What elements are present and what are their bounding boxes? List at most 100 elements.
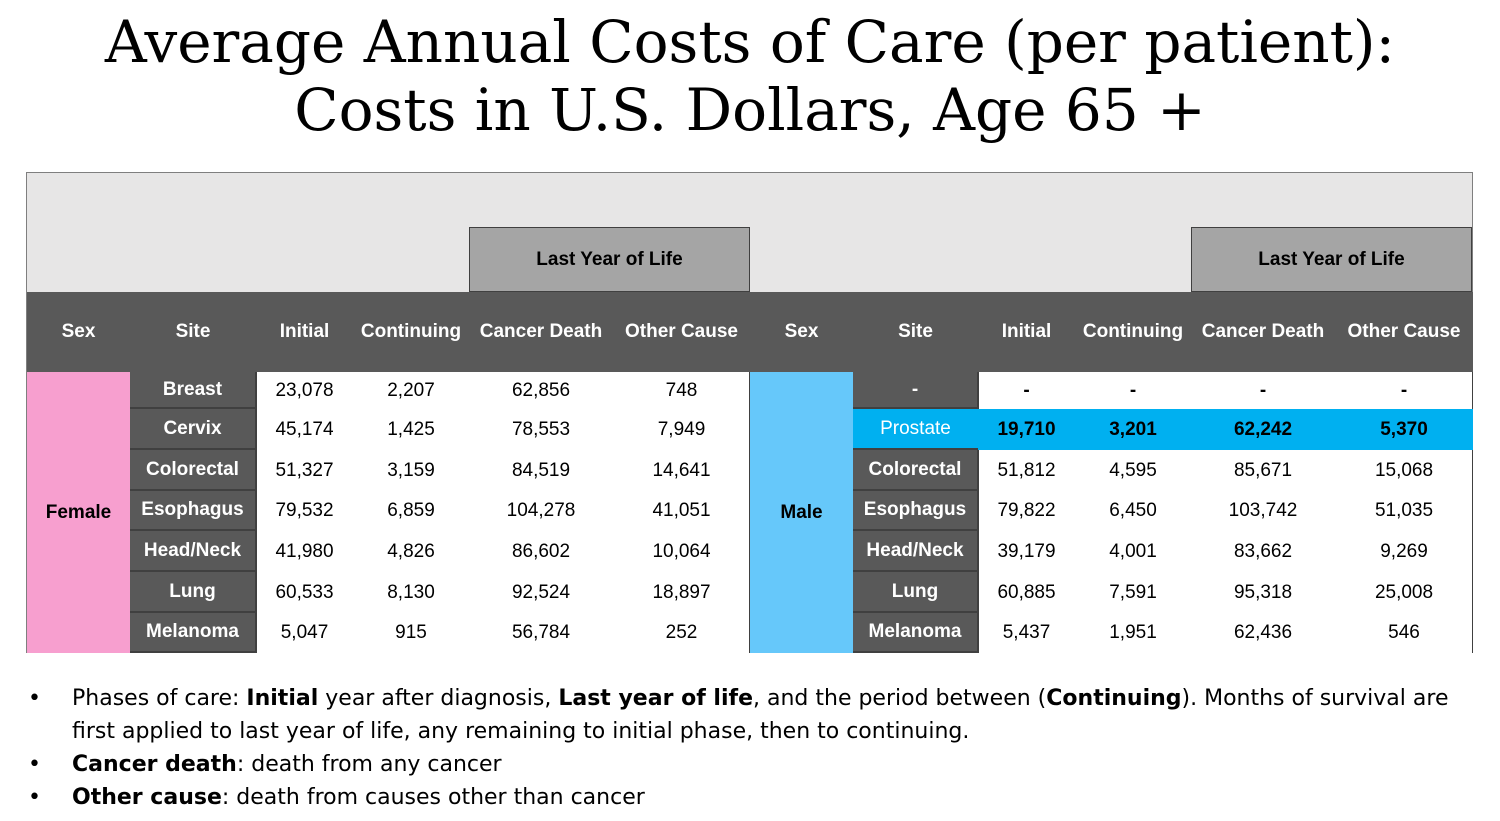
site-cell-female: Melanoma [130,613,256,653]
value-initial-female: 60,533 [275,581,334,603]
note-text: , and the period between ( [753,686,1047,711]
note-text: : death from causes other than cancer [221,785,645,810]
note-text: ). Months of survival are first applied … [72,686,1449,744]
header-site-female: Site [130,292,256,372]
value-cancer-death-female: 78,553 [511,418,571,440]
group-header-last-year-male: Last Year of Life [1191,227,1472,292]
value-cancer-death-male: 62,436 [1233,622,1293,643]
value-cancer-death-male: 83,662 [1233,540,1293,562]
header-sex-male: Sex [750,292,853,372]
value-initial-male: 5,437 [1002,622,1051,643]
value-other-cause-male: 25,008 [1374,581,1434,603]
value-initial-female: 41,980 [275,540,334,562]
note-term-continuing: Continuing [1046,686,1182,711]
value-other-cause-female: 18,897 [652,581,711,603]
notes-list: • Phases of care: Initial year after dia… [26,682,1486,814]
value-continuing-male: 4,595 [1109,459,1157,481]
value-cancer-death-male: 95,318 [1233,581,1293,603]
note-term-cancer-death: Cancer death [72,752,237,777]
value-continuing-male: 6,450 [1109,500,1157,521]
site-cell-female: Head/Neck [130,531,256,572]
note-term-initial: Initial [246,686,319,711]
site-cell-male: Esophagus [853,491,978,531]
value-cancer-death-female: 84,519 [511,459,571,481]
value-other-cause-female: 7,949 [657,418,706,440]
value-continuing-female: 2,207 [387,379,435,401]
value-continuing-male: 1,951 [1109,622,1157,643]
header-continuing-female: Continuing [353,292,469,372]
header-continuing-male: Continuing [1075,292,1191,372]
value-other-cause-female: 10,064 [652,540,711,562]
value-continuing-female: 3,159 [387,459,435,481]
site-cell-female: Lung [130,572,256,613]
header-initial-male: Initial [978,292,1075,372]
title-line-2: Costs in U.S. Dollars, Age 65 + [294,76,1206,144]
bullet-icon: • [28,686,41,711]
title-line-1: Average Annual Costs of Care (per patien… [104,8,1396,76]
value-initial-male: - [1023,379,1030,401]
value-cancer-death-male: 85,671 [1233,459,1293,481]
value-initial-male: 51,812 [997,459,1056,481]
value-other-cause-male: 546 [1388,622,1420,643]
value-initial-female: 45,174 [275,418,334,440]
value-other-cause-male: 9,269 [1380,540,1428,562]
value-initial-male: 19,710 [978,409,1075,450]
slide-title: Average Annual Costs of Care (per patien… [0,8,1500,144]
value-other-cause-female: 252 [665,622,698,643]
site-cell-male: Head/Neck [853,531,978,572]
bullet-icon: • [28,752,41,777]
value-cancer-death-female: 56,784 [511,622,571,643]
value-continuing-male: 3,201 [1075,409,1191,450]
value-initial-female: 51,327 [275,459,334,481]
site-cell-female: Esophagus [130,491,256,531]
sex-cell-female: Female [27,372,130,653]
value-cancer-death-female: 86,602 [511,540,571,562]
value-cancer-death-male: - [1259,379,1267,401]
value-initial-male: 39,179 [997,540,1056,562]
value-initial-female: 23,078 [275,379,334,401]
value-initial-male: 79,822 [997,500,1056,521]
site-cell-male: Colorectal [853,450,978,491]
value-other-cause-male: 5,370 [1335,409,1473,450]
header-cancer-death-female: Cancer Death [469,292,613,372]
note-other-cause: • Other cause: death from causes other t… [26,781,1486,814]
value-initial-female: 79,532 [275,500,334,521]
value-other-cause-female: 748 [665,379,698,401]
note-text: : death from any cancer [236,752,502,777]
note-text: Phases of care: [72,686,247,711]
value-continuing-female: 915 [395,622,427,643]
bullet-icon: • [28,785,41,810]
value-continuing-female: 1,425 [387,418,435,440]
value-continuing-female: 6,859 [387,500,435,521]
sex-cell-male: Male [750,372,853,653]
note-phases: • Phases of care: Initial year after dia… [26,682,1486,748]
note-term-other-cause: Other cause [72,785,222,810]
value-other-cause-female: 14,641 [652,459,711,481]
site-cell-female: Colorectal [130,450,256,491]
site-cell-male: Melanoma [853,613,978,653]
header-sex-female: Sex [27,292,130,372]
site-cell-female: Cervix [130,409,256,450]
value-cancer-death-female: 62,856 [511,379,571,401]
value-initial-male: 60,885 [997,581,1056,603]
value-continuing-female: 4,826 [387,540,435,562]
note-cancer-death: • Cancer death: death from any cancer [26,748,1486,781]
value-cancer-death-female: 104,278 [506,500,576,521]
site-cell-male: Prostate [853,409,978,450]
value-cancer-death-male: 62,242 [1191,409,1335,450]
cost-table: Last Year of Life Last Year of Life Sex S… [26,172,1473,653]
header-other-cause-male: Other Cause [1335,292,1473,372]
value-other-cause-male: 15,068 [1374,459,1434,481]
header-site-male: Site [853,292,978,372]
note-text: year after diagnosis, [318,686,559,711]
value-cancer-death-female: 92,524 [511,581,571,603]
header-cancer-death-male: Cancer Death [1191,292,1335,372]
value-continuing-male: 4,001 [1109,540,1157,562]
value-other-cause-male: 51,035 [1374,500,1434,521]
value-other-cause-female: 41,051 [652,500,711,521]
header-initial-female: Initial [256,292,353,372]
value-continuing-female: 8,130 [387,581,435,603]
value-cancer-death-male: 103,742 [1228,500,1298,521]
site-cell-male: Lung [853,572,978,613]
group-header-last-year-female: Last Year of Life [469,227,750,292]
